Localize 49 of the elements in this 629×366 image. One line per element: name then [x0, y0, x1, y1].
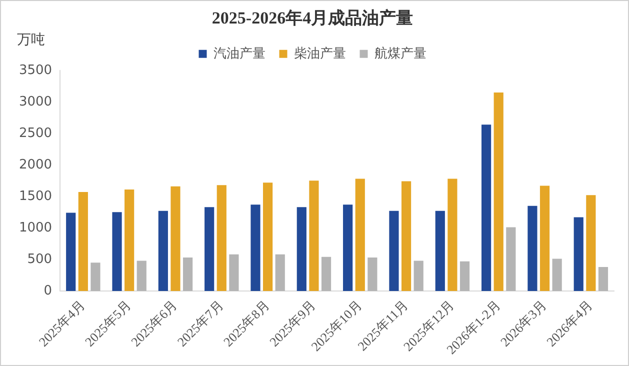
legend-label: 航煤产量	[374, 46, 426, 62]
y-tick-label: 3500	[18, 62, 52, 78]
bar	[296, 207, 306, 291]
bar	[414, 260, 424, 291]
bar	[368, 258, 378, 291]
bar	[598, 267, 608, 291]
bar	[170, 186, 180, 291]
bar	[552, 258, 562, 291]
y-tick-label: 3000	[18, 94, 52, 110]
bar	[355, 178, 365, 291]
y-tick-label: 1000	[18, 220, 52, 236]
bar	[494, 92, 504, 291]
bar	[90, 262, 100, 291]
y-axis-title: 万吨	[17, 31, 45, 49]
bar	[321, 256, 332, 291]
bar	[275, 254, 285, 291]
y-tick-label: 2000	[18, 157, 52, 172]
bar	[448, 178, 458, 291]
bar	[158, 210, 168, 291]
chart-title: 2025-2026年4月成品油产量	[212, 8, 414, 28]
bar	[216, 185, 226, 291]
bar	[481, 124, 492, 291]
bar	[182, 258, 193, 291]
bar	[250, 204, 260, 291]
y-tick-label: 1500	[18, 188, 52, 204]
bar	[460, 261, 470, 291]
bar	[528, 206, 538, 291]
bar	[204, 207, 214, 291]
bar	[66, 212, 76, 291]
legend-label: 柴油产量	[294, 46, 346, 62]
bar	[540, 186, 550, 291]
bar	[124, 189, 134, 291]
bar	[229, 254, 239, 291]
bar	[309, 180, 319, 291]
y-tick-label: 2500	[18, 126, 52, 141]
bar	[586, 195, 596, 291]
bar	[435, 210, 445, 291]
y-tick-label: 0	[44, 283, 52, 298]
bar	[506, 227, 516, 291]
bar	[574, 217, 584, 291]
bar	[112, 212, 122, 291]
y-tick-label: 500	[27, 252, 52, 267]
legend-label: 汽油产量	[213, 46, 266, 62]
bar	[136, 260, 146, 291]
bar	[389, 210, 399, 291]
bar	[401, 181, 412, 291]
bar	[343, 204, 353, 291]
bar	[78, 192, 88, 291]
bar	[263, 182, 273, 291]
